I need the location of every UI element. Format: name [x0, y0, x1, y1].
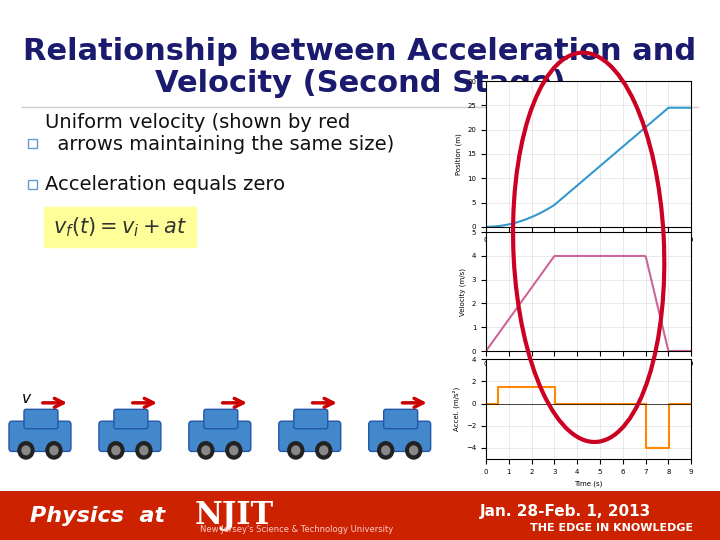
Circle shape — [198, 442, 214, 459]
Y-axis label: Accel. (m/s²): Accel. (m/s²) — [453, 387, 461, 431]
Text: NJIT: NJIT — [195, 500, 274, 531]
FancyBboxPatch shape — [384, 409, 418, 429]
Text: $v_f(t) = v_i + at$: $v_f(t) = v_i + at$ — [53, 215, 187, 239]
Circle shape — [292, 446, 300, 455]
X-axis label: Time (s): Time (s) — [575, 248, 603, 254]
Circle shape — [136, 442, 152, 459]
Circle shape — [405, 442, 422, 459]
Circle shape — [382, 446, 390, 455]
FancyBboxPatch shape — [369, 421, 431, 451]
FancyBboxPatch shape — [189, 421, 251, 451]
Circle shape — [410, 446, 418, 455]
FancyBboxPatch shape — [9, 421, 71, 451]
FancyBboxPatch shape — [204, 409, 238, 429]
Circle shape — [108, 442, 124, 459]
Text: v: v — [22, 391, 31, 406]
Circle shape — [140, 446, 148, 455]
Circle shape — [18, 442, 34, 459]
FancyBboxPatch shape — [99, 421, 161, 451]
Circle shape — [320, 446, 328, 455]
Circle shape — [22, 446, 30, 455]
Bar — [28, 139, 37, 148]
Circle shape — [226, 442, 242, 459]
Circle shape — [288, 442, 304, 459]
Text: Uniform velocity (shown by red
  arrows maintaining the same size): Uniform velocity (shown by red arrows ma… — [45, 112, 395, 153]
Circle shape — [316, 442, 332, 459]
Bar — [28, 180, 37, 190]
Text: THE EDGE IN KNOWLEDGE: THE EDGE IN KNOWLEDGE — [530, 523, 693, 533]
Text: Velocity (Second Stage): Velocity (Second Stage) — [155, 70, 565, 98]
Circle shape — [46, 442, 62, 459]
X-axis label: Time (s): Time (s) — [575, 480, 603, 487]
FancyBboxPatch shape — [24, 409, 58, 429]
Text: Acceleration equals zero: Acceleration equals zero — [45, 175, 285, 194]
Y-axis label: Position (m): Position (m) — [455, 133, 462, 175]
FancyBboxPatch shape — [279, 421, 341, 451]
Text: Relationship between Acceleration and: Relationship between Acceleration and — [24, 37, 696, 66]
Text: New Jersey's Science & Technology University: New Jersey's Science & Technology Univer… — [200, 525, 393, 535]
Circle shape — [112, 446, 120, 455]
Circle shape — [378, 442, 394, 459]
X-axis label: Time (s): Time (s) — [575, 372, 603, 379]
FancyBboxPatch shape — [114, 409, 148, 429]
FancyBboxPatch shape — [294, 409, 328, 429]
Circle shape — [202, 446, 210, 455]
Text: Jan. 28-Feb. 1, 2013: Jan. 28-Feb. 1, 2013 — [480, 504, 652, 519]
Circle shape — [230, 446, 238, 455]
Y-axis label: Velocity (m/s): Velocity (m/s) — [460, 268, 467, 315]
Text: Physics  at: Physics at — [30, 505, 165, 526]
Circle shape — [50, 446, 58, 455]
